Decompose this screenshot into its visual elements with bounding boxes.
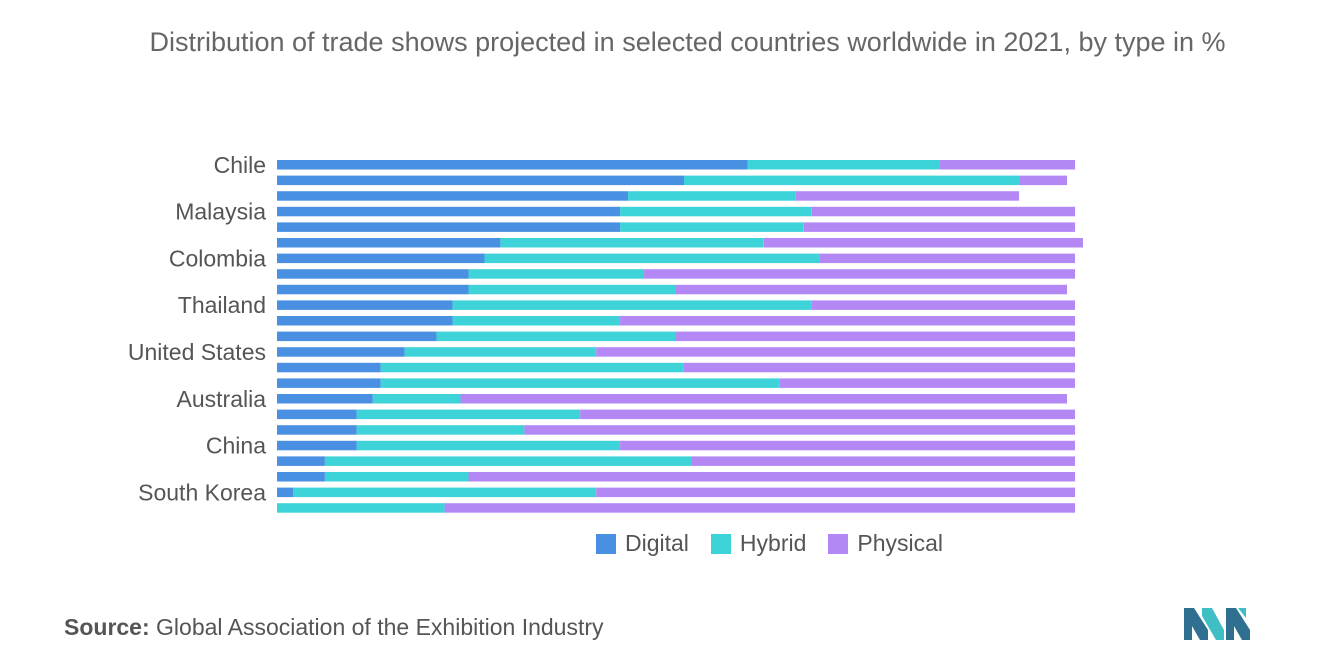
bar-hybrid-0 bbox=[747, 160, 940, 170]
category-label-chile: Chile bbox=[214, 152, 266, 178]
bar-hybrid-20 bbox=[324, 472, 469, 482]
bar-hybrid-19 bbox=[324, 456, 692, 466]
bar-hybrid-10 bbox=[452, 316, 621, 326]
category-label-south-korea: South Korea bbox=[138, 479, 266, 505]
bar-hybrid-3 bbox=[620, 206, 812, 217]
bar-physical-22 bbox=[444, 503, 1076, 513]
legend-item-hybrid[interactable]: Hybrid bbox=[710, 530, 807, 557]
bar-physical-7 bbox=[644, 269, 1075, 279]
bar-hybrid-22 bbox=[277, 503, 445, 513]
bar-hybrid-4 bbox=[620, 222, 804, 232]
bar-hybrid-7 bbox=[468, 269, 645, 279]
chart-title: Distribution of trade shows projected in… bbox=[149, 27, 1226, 57]
bar-digital-17 bbox=[277, 425, 357, 435]
bar-digital-12 bbox=[277, 347, 405, 357]
bar-hybrid-13 bbox=[380, 362, 684, 373]
category-label-thailand: Thailand bbox=[178, 292, 266, 318]
bar-physical-19 bbox=[692, 456, 1075, 466]
bar-digital-2 bbox=[277, 191, 629, 201]
bar-hybrid-6 bbox=[484, 253, 820, 264]
bar-physical-21 bbox=[596, 487, 1075, 498]
bar-physical-5 bbox=[763, 238, 1083, 248]
bar-physical-18 bbox=[620, 440, 1075, 451]
bar-physical-6 bbox=[819, 253, 1075, 264]
category-label-australia: Australia bbox=[177, 386, 267, 412]
bar-digital-21 bbox=[277, 487, 293, 498]
bar-hybrid-12 bbox=[404, 347, 597, 357]
legend-item-physical[interactable]: Physical bbox=[828, 530, 943, 557]
source-label: Source: bbox=[64, 614, 150, 640]
bar-physical-11 bbox=[676, 331, 1075, 342]
legend-label-hybrid: Hybrid bbox=[739, 530, 807, 556]
stacked-bar-chart: Chile Malaysia Colombia Thailand United Stat… bbox=[128, 152, 1083, 513]
legend-swatch-hybrid bbox=[710, 533, 731, 554]
category-label-china: China bbox=[206, 433, 266, 459]
bar-hybrid-5 bbox=[500, 238, 764, 248]
bar-digital-9 bbox=[277, 300, 453, 310]
bar-digital-8 bbox=[277, 284, 469, 295]
bar-digital-10 bbox=[277, 316, 453, 326]
bar-physical-4 bbox=[803, 222, 1075, 232]
legend-swatch-physical bbox=[828, 533, 849, 554]
bar-physical-14 bbox=[779, 378, 1075, 388]
bar-hybrid-1 bbox=[684, 175, 1020, 186]
bar-physical-2 bbox=[795, 191, 1020, 201]
legend-label-digital: Digital bbox=[625, 530, 689, 556]
bar-digital-11 bbox=[277, 331, 437, 342]
bar-digital-4 bbox=[277, 222, 621, 232]
bar-digital-16 bbox=[277, 409, 357, 420]
bar-digital-13 bbox=[277, 362, 381, 373]
legend-swatch-digital bbox=[596, 533, 616, 554]
legend: Digital Hybrid Physical bbox=[596, 530, 943, 557]
bar-physical-10 bbox=[620, 316, 1075, 326]
bar-hybrid-14 bbox=[380, 378, 780, 388]
bars bbox=[277, 160, 1083, 513]
bar-digital-6 bbox=[277, 253, 485, 264]
bar-digital-7 bbox=[277, 269, 469, 279]
bar-physical-8 bbox=[676, 284, 1067, 295]
bar-digital-14 bbox=[277, 378, 381, 388]
bar-digital-18 bbox=[277, 440, 357, 451]
bar-physical-15 bbox=[460, 394, 1067, 404]
category-labels: Chile Malaysia Colombia Thailand United Stat… bbox=[128, 152, 267, 505]
bar-physical-20 bbox=[468, 472, 1075, 482]
mordor-logo-icon bbox=[1184, 608, 1250, 640]
category-label-colombia: Colombia bbox=[169, 245, 266, 271]
bar-digital-19 bbox=[277, 456, 325, 466]
bar-hybrid-16 bbox=[356, 409, 581, 420]
bar-hybrid-15 bbox=[372, 394, 461, 404]
bar-physical-13 bbox=[684, 362, 1075, 373]
category-label-united-states: United States bbox=[128, 339, 266, 365]
bar-physical-1 bbox=[1019, 175, 1067, 186]
bar-digital-5 bbox=[277, 238, 501, 248]
bar-physical-0 bbox=[939, 160, 1075, 170]
bar-physical-16 bbox=[580, 409, 1075, 420]
bar-hybrid-21 bbox=[293, 487, 597, 498]
bar-physical-12 bbox=[596, 347, 1075, 357]
bar-physical-3 bbox=[811, 206, 1075, 217]
source-note: Source: Global Association of the Exhibi… bbox=[64, 614, 604, 641]
bar-hybrid-18 bbox=[356, 440, 621, 451]
legend-label-physical: Physical bbox=[857, 530, 944, 556]
legend-item-digital[interactable]: Digital bbox=[596, 530, 689, 557]
bar-digital-15 bbox=[277, 394, 373, 404]
bar-hybrid-8 bbox=[468, 284, 676, 295]
bar-hybrid-17 bbox=[356, 425, 525, 435]
bar-digital-0 bbox=[277, 160, 748, 170]
bar-hybrid-2 bbox=[628, 191, 796, 201]
bar-hybrid-11 bbox=[436, 331, 676, 342]
bar-physical-17 bbox=[524, 425, 1075, 435]
bar-hybrid-9 bbox=[452, 300, 812, 310]
bar-physical-9 bbox=[811, 300, 1075, 310]
bar-digital-3 bbox=[277, 206, 621, 217]
category-label-malaysia: Malaysia bbox=[175, 199, 266, 225]
bar-digital-1 bbox=[277, 175, 684, 186]
bar-digital-20 bbox=[277, 472, 325, 482]
source-text: Global Association of the Exhibition Ind… bbox=[156, 614, 604, 640]
